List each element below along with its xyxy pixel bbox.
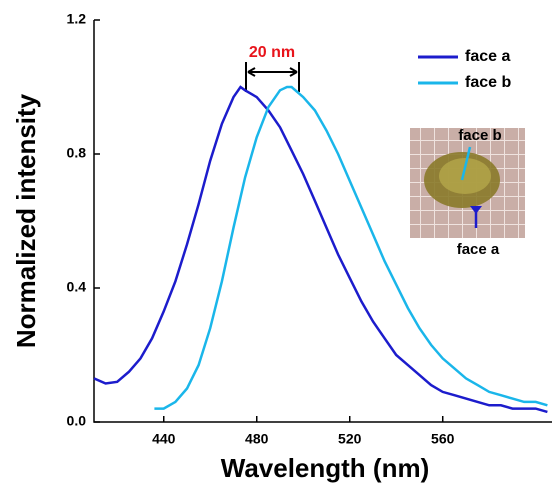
x-tick-label: 560 [431,431,455,447]
y-axis-label: Normalized intensity [11,93,41,348]
line [154,85,548,410]
line [93,85,548,414]
peak-gap-bracket [245,62,300,92]
legend-label: face b [465,74,511,91]
y-tick-label: 0.4 [67,279,87,295]
inset-label: face a [457,241,500,258]
inset-label: face b [458,127,501,144]
x-axis-label: Wavelength (nm) [221,453,429,483]
y-tick-label: 1.2 [67,11,87,27]
x-tick-label: 480 [245,431,269,447]
annotation: 20 nm [249,44,295,61]
y-tick-label: 0.0 [67,413,87,429]
legend-label: face a [465,48,510,65]
x-tick-label: 440 [152,431,176,447]
inset-photo [410,128,525,238]
x-tick-label: 520 [338,431,362,447]
y-tick-label: 0.8 [67,145,87,161]
